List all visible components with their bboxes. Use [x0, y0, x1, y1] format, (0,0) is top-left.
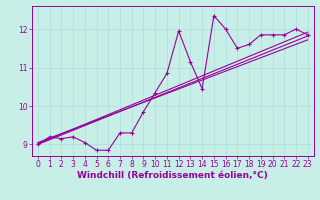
X-axis label: Windchill (Refroidissement éolien,°C): Windchill (Refroidissement éolien,°C) — [77, 171, 268, 180]
